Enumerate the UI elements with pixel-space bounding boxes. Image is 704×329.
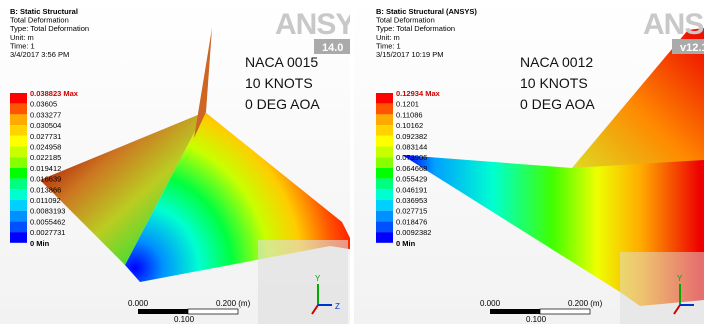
scale-end: 0.200 (m)	[216, 299, 251, 308]
legend-label: 0.027715	[396, 207, 427, 216]
scale-bar-white	[540, 309, 590, 314]
scale-mid: 0.100	[174, 315, 195, 324]
annotation: 0 DEG AOA	[245, 96, 320, 112]
annotation: 10 KNOTS	[520, 75, 588, 91]
scale-bar-white	[188, 309, 238, 314]
legend-band	[10, 157, 27, 168]
legend-band	[376, 125, 393, 136]
legend-label: 0.016639	[30, 175, 61, 184]
legend-label: 0.013866	[30, 185, 61, 194]
version: v12.1	[680, 42, 704, 54]
scale-bar-black	[138, 309, 188, 314]
legend-label: 0.0083193	[30, 207, 65, 216]
screenshot: B: Static StructuralTotal DeformationTyp…	[0, 0, 704, 324]
legend-band	[376, 179, 393, 190]
legend-label: 0.0055462	[30, 217, 65, 226]
legend-label: 0.036953	[396, 196, 427, 205]
axis-label: Z	[335, 302, 340, 311]
legend-band	[376, 211, 393, 222]
legend-band	[10, 200, 27, 211]
legend-band	[376, 136, 393, 147]
legend-label: 0.046191	[396, 185, 427, 194]
legend-label: 0 Min	[30, 239, 50, 248]
legend-band	[10, 93, 27, 104]
scale-end: 0.200 (m)	[568, 299, 603, 308]
scale-start: 0.000	[480, 299, 501, 308]
legend-band	[10, 147, 27, 158]
legend-band	[10, 189, 27, 200]
legend-label: 0.038823 Max	[30, 89, 79, 98]
legend-label: 0 Min	[396, 239, 416, 248]
legend-band	[376, 200, 393, 211]
legend-band	[10, 104, 27, 115]
legend-band	[376, 93, 393, 104]
legend-band	[10, 136, 27, 147]
ansys-logo: ANSYS	[643, 8, 704, 41]
legend-label: 0.064668	[396, 164, 427, 173]
legend-label: 0.055429	[396, 175, 427, 184]
legend-band	[376, 104, 393, 115]
header-line: 3/4/2017 3:56 PM	[10, 50, 69, 59]
axis-label: Y	[315, 274, 321, 283]
legend-label: 0.092382	[396, 132, 427, 141]
annotation: NACA 0015	[245, 54, 318, 70]
watermark	[258, 240, 348, 324]
legend-label: 0.0027731	[30, 228, 65, 237]
legend-band	[10, 114, 27, 125]
legend-label: 0.033277	[30, 110, 61, 119]
legend-band	[376, 157, 393, 168]
version: 14.0	[322, 42, 343, 54]
legend-band	[376, 147, 393, 158]
legend-label: 0.027731	[30, 132, 61, 141]
legend-band	[376, 114, 393, 125]
legend-band	[376, 221, 393, 232]
legend-band	[10, 179, 27, 190]
legend-band	[10, 232, 27, 243]
legend-label: 0.011092	[30, 196, 61, 205]
legend-band	[10, 125, 27, 136]
legend-label: 0.0092382	[396, 228, 431, 237]
watermark	[620, 252, 704, 324]
legend-band	[10, 168, 27, 179]
header-line: 3/15/2017 10:19 PM	[376, 50, 444, 59]
axis-label: Y	[677, 274, 683, 283]
legend-label: 0.073906	[396, 153, 427, 162]
annotation: 0 DEG AOA	[520, 96, 595, 112]
annotation: 10 KNOTS	[245, 75, 313, 91]
legend-band	[376, 189, 393, 200]
legend-label: 0.019412	[30, 164, 61, 173]
legend-label: 0.022185	[30, 153, 61, 162]
legend-label: 0.030504	[30, 121, 61, 130]
scale-start: 0.000	[128, 299, 149, 308]
legend-label: 0.03605	[30, 100, 57, 109]
legend-band	[10, 211, 27, 222]
legend-label: 0.1201	[396, 100, 419, 109]
legend-label: 0.10162	[396, 121, 423, 130]
scale-bar-black	[490, 309, 540, 314]
legend-label: 0.083144	[396, 143, 427, 152]
legend-band	[376, 168, 393, 179]
legend-label: 0.018476	[396, 217, 427, 226]
scale-mid: 0.100	[526, 315, 547, 324]
legend-band	[10, 221, 27, 232]
page: B: Static StructuralTotal DeformationTyp…	[0, 0, 704, 324]
annotation: NACA 0012	[520, 54, 593, 70]
legend-band	[376, 232, 393, 243]
legend-label: 0.024958	[30, 143, 61, 152]
legend-label: 0.12934 Max	[396, 89, 441, 98]
legend-label: 0.11086	[396, 110, 423, 119]
